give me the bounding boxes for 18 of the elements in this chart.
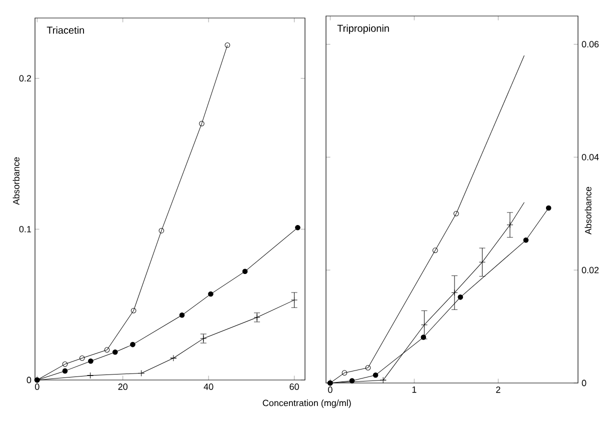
- x-tick-label: 20: [118, 384, 128, 390]
- x-tick-label: 0: [34, 384, 40, 390]
- x-tick-label: 2: [496, 386, 500, 393]
- text: Tripropionin: [337, 24, 389, 34]
- y-tick-label: 0.02: [582, 266, 599, 274]
- x-tick-label: 0: [328, 386, 332, 393]
- y-tick-label: 0: [26, 376, 32, 384]
- x-axis-title: Concentration (mg/ml): [262, 400, 351, 408]
- y-axis-title: Absorbance: [12, 157, 20, 205]
- x-tick-label: 1: [412, 386, 416, 393]
- y-tick-label: 0.2: [19, 75, 32, 82]
- text: Triacetin: [46, 26, 84, 34]
- y-tick-label: 0.1: [19, 226, 32, 232]
- x-tick-label: 60: [290, 384, 299, 390]
- y-axis-title: Absorbance: [584, 186, 592, 235]
- x-tick-label: 40: [204, 384, 214, 390]
- y-tick-label: 0.06: [582, 41, 599, 48]
- y-tick-label: 0.04: [582, 154, 599, 160]
